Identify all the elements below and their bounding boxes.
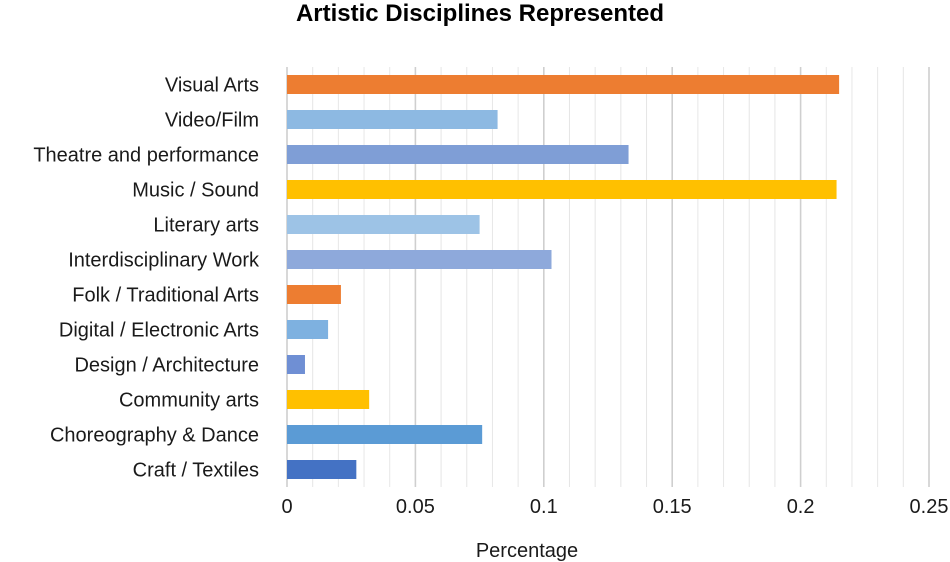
bar bbox=[287, 75, 840, 94]
gridlines bbox=[286, 67, 930, 487]
bar bbox=[287, 355, 305, 374]
x-tick-label: 0.25 bbox=[910, 496, 949, 518]
bar bbox=[287, 320, 329, 339]
bar bbox=[287, 390, 370, 409]
bar bbox=[287, 110, 498, 129]
x-tick-label: 0.15 bbox=[653, 496, 692, 518]
bar bbox=[287, 180, 837, 199]
category-label: Digital / Electronic Arts bbox=[59, 320, 259, 342]
category-labels: Visual Arts Video/Film Theatre and perform… bbox=[33, 75, 260, 482]
category-label: Community arts bbox=[119, 390, 259, 412]
bar bbox=[287, 460, 357, 479]
category-label: Interdisciplinary Work bbox=[68, 250, 260, 272]
category-label: Music / Sound bbox=[132, 180, 259, 202]
category-label: Folk / Traditional Arts bbox=[72, 285, 259, 307]
bar bbox=[287, 145, 629, 164]
x-axis-title: Percentage bbox=[476, 540, 578, 562]
category-label: Video/Film bbox=[165, 110, 259, 132]
x-tick-label: 0.2 bbox=[787, 496, 815, 518]
category-label: Literary arts bbox=[153, 215, 259, 237]
category-label: Design / Architecture bbox=[74, 355, 259, 377]
bar bbox=[287, 250, 552, 269]
category-label: Choreography & Dance bbox=[50, 425, 259, 447]
category-label: Theatre and performance bbox=[33, 145, 259, 167]
category-label: Craft / Textiles bbox=[133, 460, 259, 482]
x-tick-label: 0.05 bbox=[396, 496, 435, 518]
bar bbox=[287, 285, 341, 304]
bar bbox=[287, 425, 483, 444]
x-tick-labels: 0 0.05 0.1 0.15 0.2 0.25 bbox=[281, 496, 948, 518]
x-tick-label: 0 bbox=[281, 496, 292, 518]
category-label: Visual Arts bbox=[165, 75, 259, 97]
bar bbox=[287, 215, 480, 234]
bars bbox=[287, 75, 840, 479]
x-tick-label: 0.1 bbox=[530, 496, 558, 518]
chart-title: Artistic Disciplines Represented bbox=[296, 0, 664, 27]
